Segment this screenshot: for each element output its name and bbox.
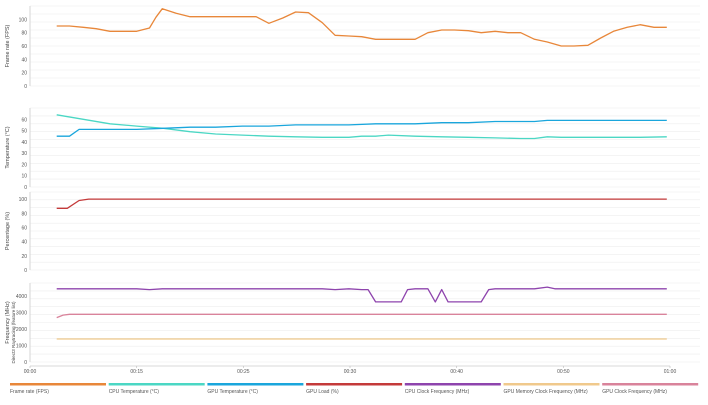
series-line-cpu-temperature-c — [56, 114, 667, 140]
legend-label: CPU Temperature (°C) — [109, 389, 160, 395]
y-tick-label: 50 — [21, 129, 27, 135]
y-tick-label: 2000 — [16, 327, 27, 333]
y-tick-label: 100 — [19, 17, 28, 23]
y-tick-label: 60 — [21, 225, 27, 231]
y-tick-label: 10 — [21, 174, 27, 180]
y-tick-label: 80 — [21, 211, 27, 217]
legend-swatch — [108, 383, 205, 386]
y-tick-label: 100 — [19, 197, 28, 203]
y-tick-label: 3000 — [16, 311, 27, 317]
x-tick-label: 00:00 — [24, 369, 37, 375]
legend-swatch — [207, 383, 304, 386]
y-axis-label-secondary: Direct3 Raytracing (feature list) — [11, 301, 16, 364]
x-tick-label: 00:40 — [450, 369, 463, 375]
x-tick-label: 00:50 — [557, 369, 570, 375]
y-tick-label: 40 — [21, 140, 27, 146]
y-tick-label: 60 — [21, 44, 27, 50]
series-line-gpu-temperature-c — [56, 119, 667, 137]
y-tick-label: 60 — [21, 117, 27, 123]
series-line-gpu-clock-frequency-mhz — [56, 313, 667, 319]
y-tick-label: 0 — [24, 268, 27, 274]
y-axis-label: Frequency (MHz) — [5, 301, 11, 344]
x-tick-label: 00:15 — [130, 369, 143, 375]
legend-label: Frame rate (FPS) — [10, 389, 49, 395]
y-axis-label: Percentage (%) — [5, 212, 11, 250]
legend-label: CPU Clock Frequency (MHz) — [405, 389, 470, 395]
legend-swatch — [404, 383, 501, 386]
legend-label: GPU Memory Clock Frequency (MHz) — [504, 389, 589, 395]
y-tick-label: 0 — [24, 185, 27, 191]
y-tick-label: 80 — [21, 31, 27, 37]
x-tick-label: 00:25 — [237, 369, 250, 375]
y-tick-label: 30 — [21, 151, 27, 157]
y-axis-label: Temperature (°C) — [5, 126, 11, 168]
legend-label: GPU Load (%) — [306, 389, 339, 395]
y-tick-label: 20 — [21, 254, 27, 260]
y-tick-label: 20 — [21, 71, 27, 77]
y-tick-label: 0 — [24, 360, 27, 366]
y-tick-label: 0 — [24, 84, 27, 90]
y-tick-label: 20 — [21, 162, 27, 168]
y-tick-label: 40 — [21, 57, 27, 63]
y-tick-label: 4000 — [16, 294, 27, 300]
legend-swatch — [602, 383, 699, 386]
x-tick-label: 01:00 — [664, 369, 677, 375]
series-line-frame-rate-fps — [56, 8, 667, 47]
y-tick-label: 1000 — [16, 344, 27, 350]
legend-swatch — [10, 383, 106, 386]
series-line-gpu-load — [56, 198, 667, 209]
y-axis-label: Frame rate (FPS) — [5, 24, 11, 67]
x-tick-label: 00:30 — [344, 369, 357, 375]
legend-swatch — [503, 383, 600, 386]
legend-swatch — [306, 383, 403, 386]
legend-label: GPU Clock Frequency (MHz) — [602, 389, 667, 395]
y-tick-label: 40 — [21, 240, 27, 246]
series-line-cpu-clock-frequency-mhz — [56, 286, 667, 303]
legend-label: GPU Temperature (°C) — [207, 389, 258, 395]
